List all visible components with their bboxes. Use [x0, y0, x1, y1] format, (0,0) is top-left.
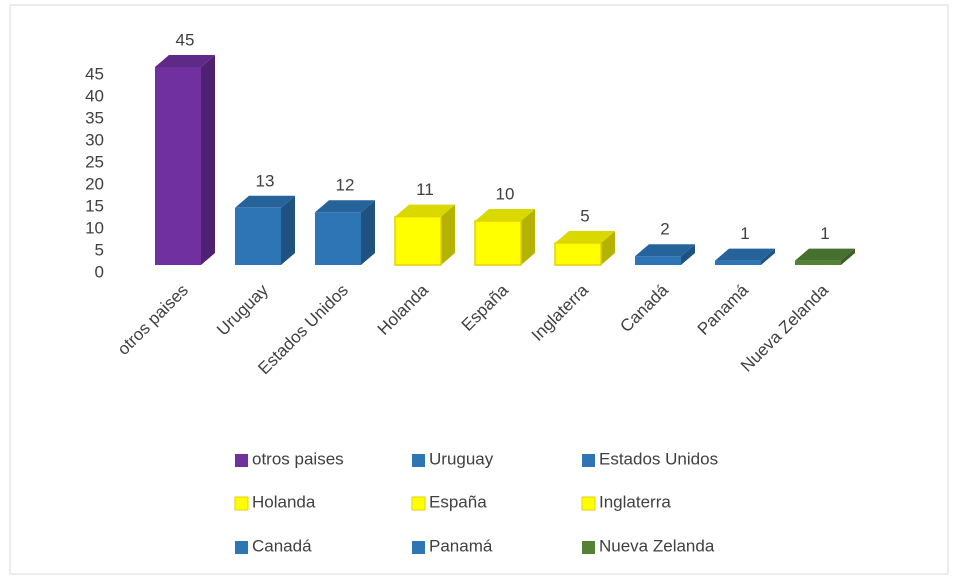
y-tick-label: 0 [95, 262, 104, 281]
legend-label: Panamá [429, 536, 493, 555]
data-label: 45 [176, 30, 195, 49]
legend-label: España [429, 492, 487, 511]
bar-side [521, 209, 535, 265]
bar-side [601, 231, 615, 265]
bar-top [155, 55, 215, 67]
bar-side [841, 248, 855, 265]
bar [474, 220, 522, 266]
data-label: 5 [580, 206, 589, 225]
bar [554, 242, 602, 266]
bar-top [235, 195, 295, 208]
chart-border [9, 4, 949, 575]
bar-top [795, 248, 855, 261]
y-tick-label: 25 [85, 152, 104, 171]
bar-side [681, 244, 695, 265]
bar [315, 212, 361, 265]
data-label: 2 [660, 220, 669, 239]
bar [394, 215, 442, 266]
legend-label: Canadá [252, 536, 312, 555]
y-tick-label: 45 [85, 64, 104, 83]
legend-label: Estados Unidos [599, 449, 718, 468]
data-label: 11 [416, 180, 434, 199]
bar-top [635, 244, 695, 257]
data-label: 12 [336, 176, 355, 195]
data-label: 1 [740, 224, 749, 243]
legend-swatch [581, 496, 596, 511]
data-label: 1 [820, 224, 829, 243]
legend-label: Holanda [252, 492, 316, 511]
bar-top [475, 209, 535, 221]
y-tick-label: 15 [85, 196, 104, 215]
data-label: 10 [496, 184, 515, 203]
legend-swatch [235, 541, 248, 554]
y-tick-label: 35 [85, 108, 104, 127]
y-tick-label: 40 [85, 86, 104, 105]
y-tick-label: 5 [95, 240, 104, 259]
legend-swatch [582, 454, 595, 467]
bar-side [761, 248, 775, 265]
legend-label: Nueva Zelanda [599, 536, 715, 555]
bar-side [201, 55, 215, 265]
bar-side [441, 204, 455, 265]
y-tick-label: 10 [85, 218, 104, 237]
legend-swatch [412, 454, 425, 467]
data-label: 13 [256, 171, 275, 190]
y-tick-label: 30 [85, 130, 104, 149]
bar-side [361, 200, 375, 265]
legend-swatch [235, 454, 248, 467]
bar-top [555, 231, 615, 243]
bar [635, 256, 681, 265]
bar-side [281, 195, 295, 265]
legend-swatch [234, 496, 249, 511]
bar-top [395, 204, 455, 217]
y-tick-label: 20 [85, 174, 104, 193]
bar [715, 260, 761, 265]
bar-top [315, 200, 375, 213]
legend-swatch [582, 541, 595, 554]
legend-label: otros paises [252, 449, 344, 468]
bar-top [715, 248, 775, 261]
legend-swatch [411, 496, 426, 511]
bar [795, 260, 841, 265]
legend-swatch [412, 541, 425, 554]
bar [155, 67, 201, 265]
legend-label: Inglaterra [599, 492, 671, 511]
bar [235, 207, 281, 265]
legend-label: Uruguay [429, 449, 494, 468]
